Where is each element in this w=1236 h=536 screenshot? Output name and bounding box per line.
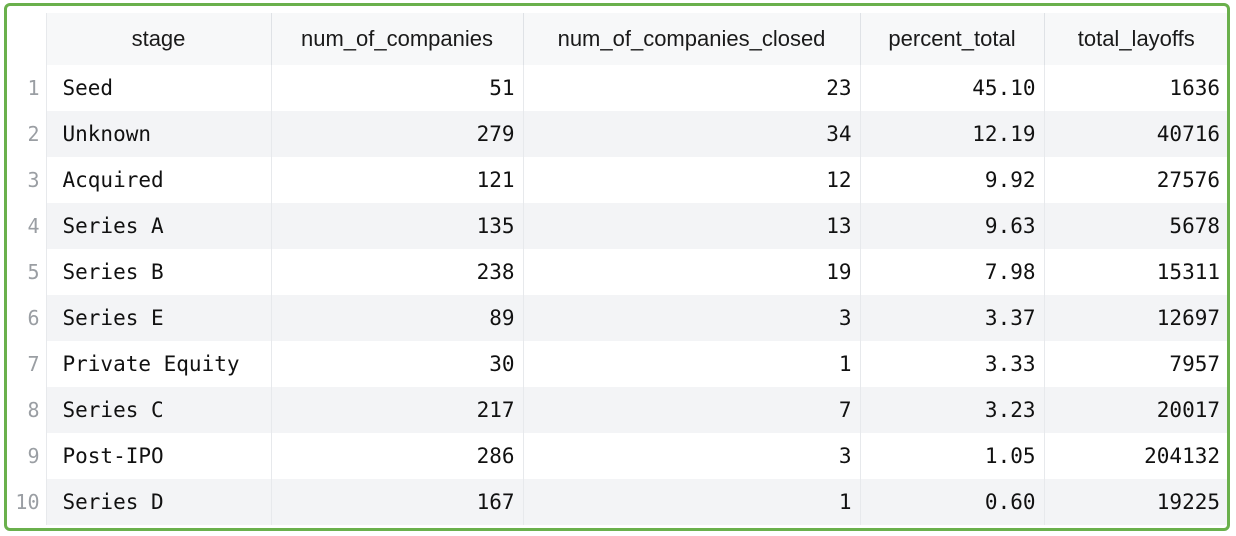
header-row: stage num_of_companies num_of_companies_… — [12, 13, 1227, 65]
cell-total-layoffs[interactable]: 1636 — [1169, 76, 1220, 100]
cell-percent-total[interactable]: 9.92 — [860, 157, 1045, 203]
column-header-stage[interactable]: stage — [46, 13, 272, 65]
column-header-percent-total[interactable]: percent_total — [860, 13, 1045, 65]
cell-num-of-companies-closed[interactable]: 1 — [523, 479, 861, 525]
row-index: 1 — [12, 65, 47, 111]
table-row[interactable]: 10 Series D 167 1 0.60 19225 — [12, 479, 1227, 525]
cell-num-of-companies[interactable]: 89 — [271, 295, 524, 341]
cell-total-layoffs[interactable]: 20017 — [1044, 387, 1227, 433]
cell-stage[interactable]: Series C — [46, 387, 272, 433]
row-index: 2 — [12, 111, 47, 157]
cell-total-layoffs[interactable]: 27576 — [1156, 168, 1220, 192]
table-row[interactable]: 4 Series A 135 13 9.63 5678 — [12, 203, 1227, 249]
cell-num-of-companies[interactable]: 135 — [271, 203, 524, 249]
table-header: stage num_of_companies num_of_companies_… — [12, 13, 1227, 65]
cell-num-of-companies-closed[interactable]: 13 — [523, 203, 861, 249]
cell-stage[interactable]: Series D — [46, 479, 272, 525]
table-row[interactable]: 6 Series E 89 3 3.37 12697 — [12, 295, 1227, 341]
cell-num-of-companies[interactable]: 286 — [271, 433, 524, 479]
results-table: stage num_of_companies num_of_companies_… — [12, 13, 1227, 525]
cell-num-of-companies-closed[interactable]: 23 — [523, 65, 861, 111]
cell-stage[interactable]: Series A — [46, 203, 272, 249]
row-index: 5 — [12, 249, 47, 295]
row-index-header — [12, 13, 47, 65]
cell-total-layoffs[interactable]: 12697 — [1044, 295, 1227, 341]
cell-total-layoffs[interactable]: 5678 — [1044, 203, 1227, 249]
cell-num-of-companies[interactable]: 30 — [271, 341, 524, 387]
cell-num-of-companies-closed[interactable]: 34 — [523, 111, 861, 157]
cell-stage[interactable]: Unknown — [46, 111, 272, 157]
cell-percent-total[interactable]: 3.33 — [860, 341, 1045, 387]
cell-num-of-companies[interactable]: 279 — [271, 111, 524, 157]
cell-percent-total[interactable]: 9.63 — [860, 203, 1045, 249]
cell-percent-total[interactable]: 7.98 — [860, 249, 1045, 295]
cell-num-of-companies[interactable]: 238 — [271, 249, 524, 295]
cell-percent-total[interactable]: 1.05 — [860, 433, 1045, 479]
cell-num-of-companies-closed[interactable]: 3 — [523, 433, 861, 479]
cell-num-of-companies-closed[interactable]: 19 — [523, 249, 861, 295]
cell-stage[interactable]: Seed — [46, 65, 272, 111]
column-header-num-of-companies[interactable]: num_of_companies — [271, 13, 524, 65]
column-header-num-of-companies-closed[interactable]: num_of_companies_closed — [523, 13, 861, 65]
results-frame: stage num_of_companies num_of_companies_… — [4, 3, 1230, 531]
cell-stage[interactable]: Series E — [46, 295, 272, 341]
row-index: 10 — [12, 479, 47, 525]
cell-num-of-companies[interactable]: 121 — [271, 157, 524, 203]
table-row[interactable]: 8 Series C 217 7 3.23 20017 — [12, 387, 1227, 433]
cell-percent-total[interactable]: 45.10 — [860, 65, 1045, 111]
table-row[interactable]: 2 Unknown 279 34 12.19 40716 — [12, 111, 1227, 157]
cell-stage[interactable]: Private Equity — [46, 341, 272, 387]
cell-percent-total[interactable]: 3.23 — [860, 387, 1045, 433]
cell-num-of-companies-closed[interactable]: 12 — [523, 157, 861, 203]
cell-num-of-companies-closed[interactable]: 3 — [523, 295, 861, 341]
cell-num-of-companies[interactable]: 217 — [271, 387, 524, 433]
table-row[interactable]: 9 Post-IPO 286 3 1.05 204132 — [12, 433, 1227, 479]
cell-stage[interactable]: Series B — [46, 249, 272, 295]
cell-total-layoffs[interactable]: 204132 — [1144, 444, 1220, 468]
row-index: 9 — [12, 433, 47, 479]
table-row[interactable]: 7 Private Equity 30 1 3.33 7957 — [12, 341, 1227, 387]
cell-stage[interactable]: Post-IPO — [46, 433, 272, 479]
cell-num-of-companies[interactable]: 51 — [271, 65, 524, 111]
cell-total-layoffs[interactable]: 40716 — [1044, 111, 1227, 157]
table-row[interactable]: 3 Acquired 121 12 9.92 27576 — [12, 157, 1227, 203]
row-index: 8 — [12, 387, 47, 433]
column-header-total-layoffs[interactable]: total_layoffs — [1044, 13, 1227, 65]
row-index: 7 — [12, 341, 47, 387]
cell-percent-total[interactable]: 12.19 — [860, 111, 1045, 157]
table-body: 1 Seed 51 23 45.10 1636 2 Unknown 279 34 12.19 4071… — [12, 65, 1227, 525]
cell-stage[interactable]: Acquired — [46, 157, 272, 203]
cell-total-layoffs[interactable]: 15311 — [1156, 260, 1220, 284]
cell-total-layoffs[interactable]: 19225 — [1044, 479, 1227, 525]
row-index: 6 — [12, 295, 47, 341]
table-row[interactable]: 1 Seed 51 23 45.10 1636 — [12, 65, 1227, 111]
cell-percent-total[interactable]: 0.60 — [860, 479, 1045, 525]
cell-num-of-companies[interactable]: 167 — [271, 479, 524, 525]
row-index: 3 — [12, 157, 47, 203]
cell-percent-total[interactable]: 3.37 — [860, 295, 1045, 341]
cell-num-of-companies-closed[interactable]: 1 — [523, 341, 861, 387]
table-row[interactable]: 5 Series B 238 19 7.98 15311 — [12, 249, 1227, 295]
cell-num-of-companies-closed[interactable]: 7 — [523, 387, 861, 433]
row-index: 4 — [12, 203, 47, 249]
cell-total-layoffs[interactable]: 7957 — [1169, 352, 1220, 376]
